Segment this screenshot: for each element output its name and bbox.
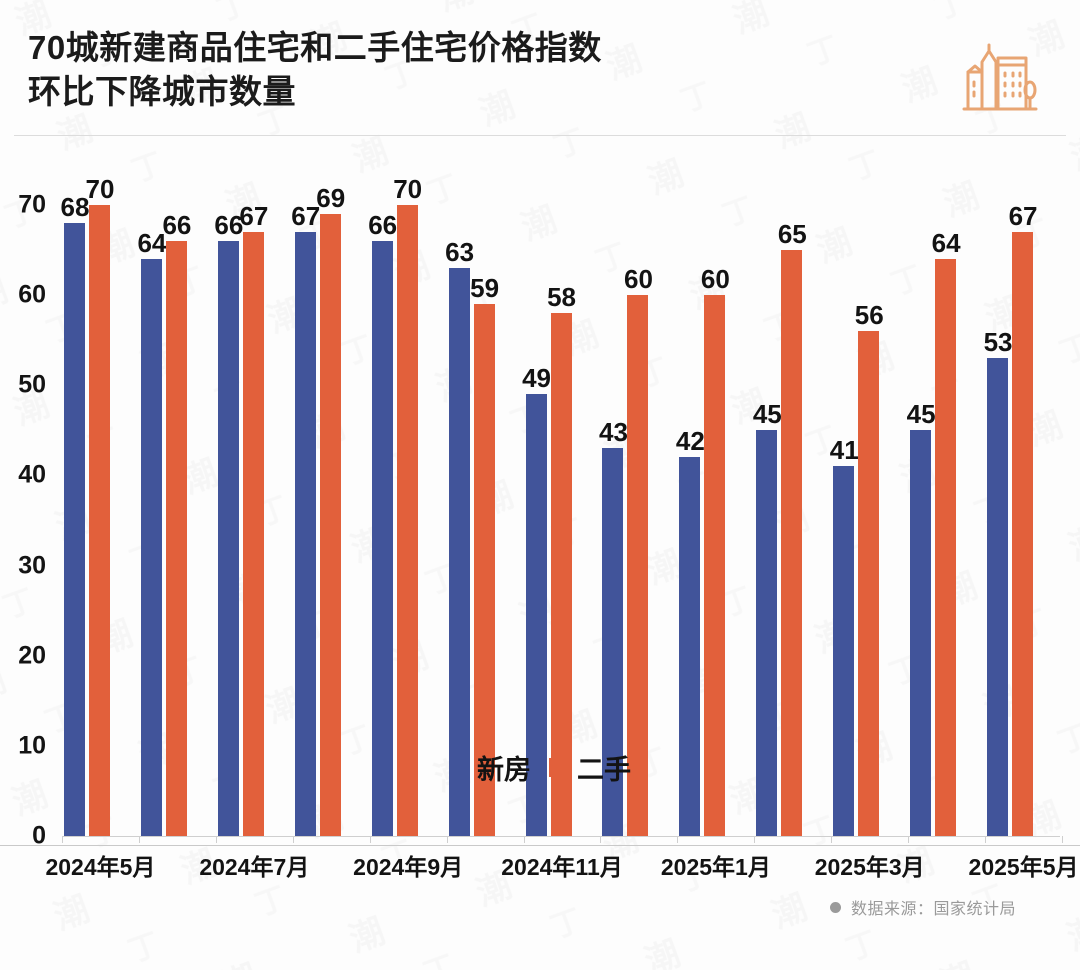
bar-value-label: 70 [85, 174, 115, 204]
bar-value-label: 56 [854, 300, 884, 331]
legend-item-新房[interactable]: 新房 [449, 748, 531, 787]
bar-value-label: 59 [470, 273, 500, 304]
bar-value-label: 60 [700, 264, 730, 295]
bar-value-label: 60 [623, 264, 653, 295]
y-axis-tick-label: 60 [18, 280, 46, 309]
bar-value-label: 69 [316, 183, 346, 214]
x-axis-tick-label: 2024年9月 [353, 854, 464, 880]
x-axis-tick [62, 836, 63, 843]
bar-group: 49 58 [522, 205, 603, 836]
title-line-1: 70城新建商品住宅和二手住宅价格指数 [28, 29, 602, 66]
bar-group: 43 60 [599, 205, 679, 836]
bar-二手 [89, 205, 110, 836]
bar-group: 45 64 [907, 205, 987, 836]
bar-新房 [371, 241, 393, 836]
header-divider [14, 135, 1066, 136]
bar-二手 [396, 205, 418, 836]
bar-二手 [1012, 232, 1034, 836]
x-axis-tick-label: 2025年5月 [968, 854, 1079, 880]
bar-group: 63 59 [445, 205, 526, 836]
bar-value-label: 63 [445, 237, 475, 268]
page-header: 70城新建商品住宅和二手住宅价格指数 环比下降城市数量 [0, 0, 1080, 136]
x-axis-tick [523, 836, 525, 843]
x-axis-tick-label: 2024年7月 [199, 854, 310, 880]
bar-value-label: 58 [547, 282, 576, 313]
y-axis-tick-label: 70 [18, 190, 46, 219]
x-axis-tick [138, 836, 140, 843]
bar-group: 66 67 [214, 201, 295, 836]
bar-新房 [64, 223, 85, 836]
bar-二手 [319, 214, 341, 836]
bar-value-label: 65 [777, 219, 807, 250]
city-buildings-icon [962, 43, 1038, 111]
x-axis-tick-label: 2024年5月 [45, 854, 156, 880]
bar-group: 67 69 [291, 185, 372, 836]
bar-value-label: 66 [162, 210, 192, 241]
legend-label: 二手 [577, 755, 631, 785]
bar-value-label: 67 [1008, 201, 1038, 232]
x-axis-tick [1062, 836, 1063, 843]
bar-value-label: 67 [239, 201, 269, 232]
bar-二手 [165, 241, 187, 836]
x-axis-tick [754, 836, 756, 843]
bar-chart: 0 10 20 30 40 50 60 70 68 70 64 66 66 67 67 69 66 70 63 59… [0, 150, 1080, 880]
x-axis-tick [908, 836, 910, 843]
bar-group: 68 70 [61, 176, 141, 836]
data-source-text: 数据来源：国家统计局 [850, 901, 1016, 918]
x-axis-tick-label: 2025年1月 [660, 854, 771, 880]
y-axis-tick-label: 30 [18, 551, 46, 580]
bar-新房 [217, 241, 239, 836]
bar-group: 41 56 [830, 205, 910, 836]
y-axis-tick-label: 0 [32, 821, 46, 850]
bar-group: 66 70 [368, 176, 449, 836]
y-axis-tick-label: 20 [18, 641, 46, 670]
x-axis-tick-label: 2024年11月 [501, 854, 623, 880]
x-axis-tick [677, 836, 679, 843]
y-axis-tick-label: 50 [18, 370, 46, 399]
page-title: 70城新建商品住宅和二手住宅价格指数 环比下降城市数量 [28, 26, 848, 114]
y-axis-tick-label: 40 [18, 460, 46, 489]
x-axis-tick [831, 836, 833, 843]
x-axis-tick [292, 836, 294, 843]
bar-group: 42 60 [676, 205, 756, 836]
x-axis-tick [600, 836, 602, 843]
x-axis-tick-label: 2025年3月 [814, 854, 925, 880]
legend-label: 新房 [477, 755, 531, 785]
x-axis-tick [985, 836, 987, 843]
x-axis-tick [369, 836, 371, 843]
legend-swatch-icon [549, 758, 568, 777]
bar-group: 53 67 [984, 201, 1064, 836]
data-source: 数据来源：国家统计局 [829, 895, 1016, 919]
bar-group: 64 66 [137, 205, 218, 836]
chart-legend: 新房 二手 [0, 748, 1080, 787]
y-axis: 0 10 20 30 40 50 60 70 [0, 191, 56, 850]
bar-二手 [242, 232, 264, 836]
legend-item-二手[interactable]: 二手 [549, 748, 631, 787]
legend-swatch-icon [449, 758, 468, 777]
bar-value-label: 70 [393, 174, 423, 204]
x-axis-line [62, 836, 1060, 837]
bar-value-label: 64 [931, 228, 961, 259]
bar-group: 45 65 [753, 205, 833, 836]
footer-divider [0, 845, 1080, 846]
x-axis-tick [446, 836, 448, 843]
bullet-dot-icon [829, 901, 841, 913]
bars-container: 68 70 64 66 66 67 67 69 66 70 63 59 49 58 43 60 42 60 45 65… [61, 176, 1064, 836]
bar-新房 [294, 232, 316, 836]
x-axis-tick [215, 836, 217, 843]
title-line-2: 环比下降城市数量 [28, 72, 296, 110]
